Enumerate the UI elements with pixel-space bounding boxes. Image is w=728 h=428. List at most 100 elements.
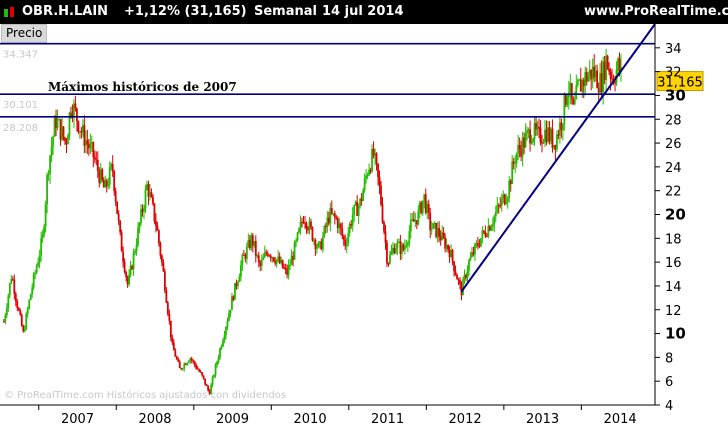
candle-body <box>98 170 101 183</box>
candle-body <box>84 140 87 146</box>
candle-body <box>605 55 608 80</box>
candle-body <box>484 231 487 236</box>
candle-body <box>245 246 248 259</box>
candle-body <box>584 72 587 86</box>
candle-body <box>362 190 365 201</box>
candle-body <box>192 360 195 362</box>
candle-body <box>529 129 531 144</box>
candle-body <box>93 157 96 160</box>
candle-body <box>380 185 382 205</box>
candle-body <box>180 368 183 370</box>
candle-body <box>597 88 600 93</box>
candle-body <box>570 83 573 99</box>
candle-body <box>579 79 582 92</box>
candle-body <box>353 204 356 216</box>
candle-body <box>52 136 54 147</box>
candle-body <box>259 261 262 266</box>
candle-body <box>488 226 491 231</box>
candle-body <box>365 175 368 179</box>
candle-body <box>512 161 515 164</box>
candle-body <box>497 205 500 207</box>
candle-body <box>521 137 524 157</box>
candle-body <box>110 164 113 168</box>
candle-body <box>11 279 14 281</box>
candle-body <box>16 301 19 309</box>
candle-body <box>599 73 602 93</box>
candle-body <box>344 239 347 247</box>
last-price-badge <box>656 71 704 92</box>
candle-body <box>56 119 59 128</box>
candle-body <box>329 208 332 224</box>
candle-body <box>335 217 338 219</box>
candle-body <box>53 117 56 137</box>
candle-body <box>508 180 511 198</box>
level-label: 28.208 <box>3 123 38 134</box>
candle-body <box>235 282 238 287</box>
candle-body <box>572 98 575 105</box>
candle-body <box>378 177 381 186</box>
candle-body <box>327 217 330 224</box>
candle-body <box>234 282 236 300</box>
candle-body <box>324 225 327 228</box>
candle-body <box>181 368 184 370</box>
candle-body <box>228 313 230 322</box>
y-tick-label: 20 <box>665 206 686 224</box>
candle-body <box>541 142 543 144</box>
candle-body <box>420 202 423 214</box>
candle-body <box>341 228 344 236</box>
candle-body <box>436 227 439 238</box>
candle-body <box>524 133 527 148</box>
candle-body <box>198 369 201 372</box>
candle-body <box>120 232 123 252</box>
candle-body <box>485 235 488 237</box>
candle-body <box>381 204 384 223</box>
y-tick-label: 10 <box>665 325 686 343</box>
candle-body <box>195 364 198 369</box>
candle-body <box>165 290 168 303</box>
candle-body <box>618 58 621 72</box>
candle-body <box>585 72 588 82</box>
candle-body <box>237 281 239 287</box>
candle-body <box>564 94 567 105</box>
candle-body <box>219 348 221 358</box>
candle-body <box>265 252 268 254</box>
candle-body <box>241 254 244 265</box>
x-tick-label: 2007 <box>61 412 94 427</box>
candle-body <box>336 218 339 229</box>
candle-body <box>111 164 114 172</box>
candle-body <box>247 240 250 247</box>
candle-body <box>591 66 594 80</box>
candle-body <box>542 142 545 144</box>
candle-body <box>448 249 451 258</box>
candle-body <box>146 184 148 190</box>
candle-body <box>395 248 397 254</box>
candle-body <box>210 384 212 394</box>
candle-body <box>47 173 50 175</box>
y-tick-label: 8 <box>665 351 673 366</box>
candle-body <box>429 212 432 231</box>
candle-body <box>479 238 482 247</box>
candle-body <box>140 209 142 224</box>
candle-body <box>456 274 458 280</box>
annotations-layer: 34.347 30.101 28.208 Máximos históricos de … <box>0 23 704 293</box>
candle-body <box>166 302 169 314</box>
candle-body <box>457 279 460 281</box>
candle-body <box>254 241 257 256</box>
candle-body <box>418 202 421 211</box>
candle-body <box>78 131 81 133</box>
candle-body <box>238 276 241 282</box>
candle-body <box>561 123 564 131</box>
candle-body <box>169 320 172 338</box>
candle-body <box>95 159 98 161</box>
panel-label: Precio <box>1 24 48 43</box>
candle-body <box>430 228 433 231</box>
candle-body <box>557 134 560 136</box>
candle-body <box>560 122 563 131</box>
candle-body <box>465 274 467 279</box>
candle-body <box>287 265 290 275</box>
candle-body <box>566 97 569 105</box>
candle-body <box>155 221 157 226</box>
candle-body <box>339 223 342 229</box>
candle-body <box>477 243 479 246</box>
candle-body <box>398 241 400 243</box>
